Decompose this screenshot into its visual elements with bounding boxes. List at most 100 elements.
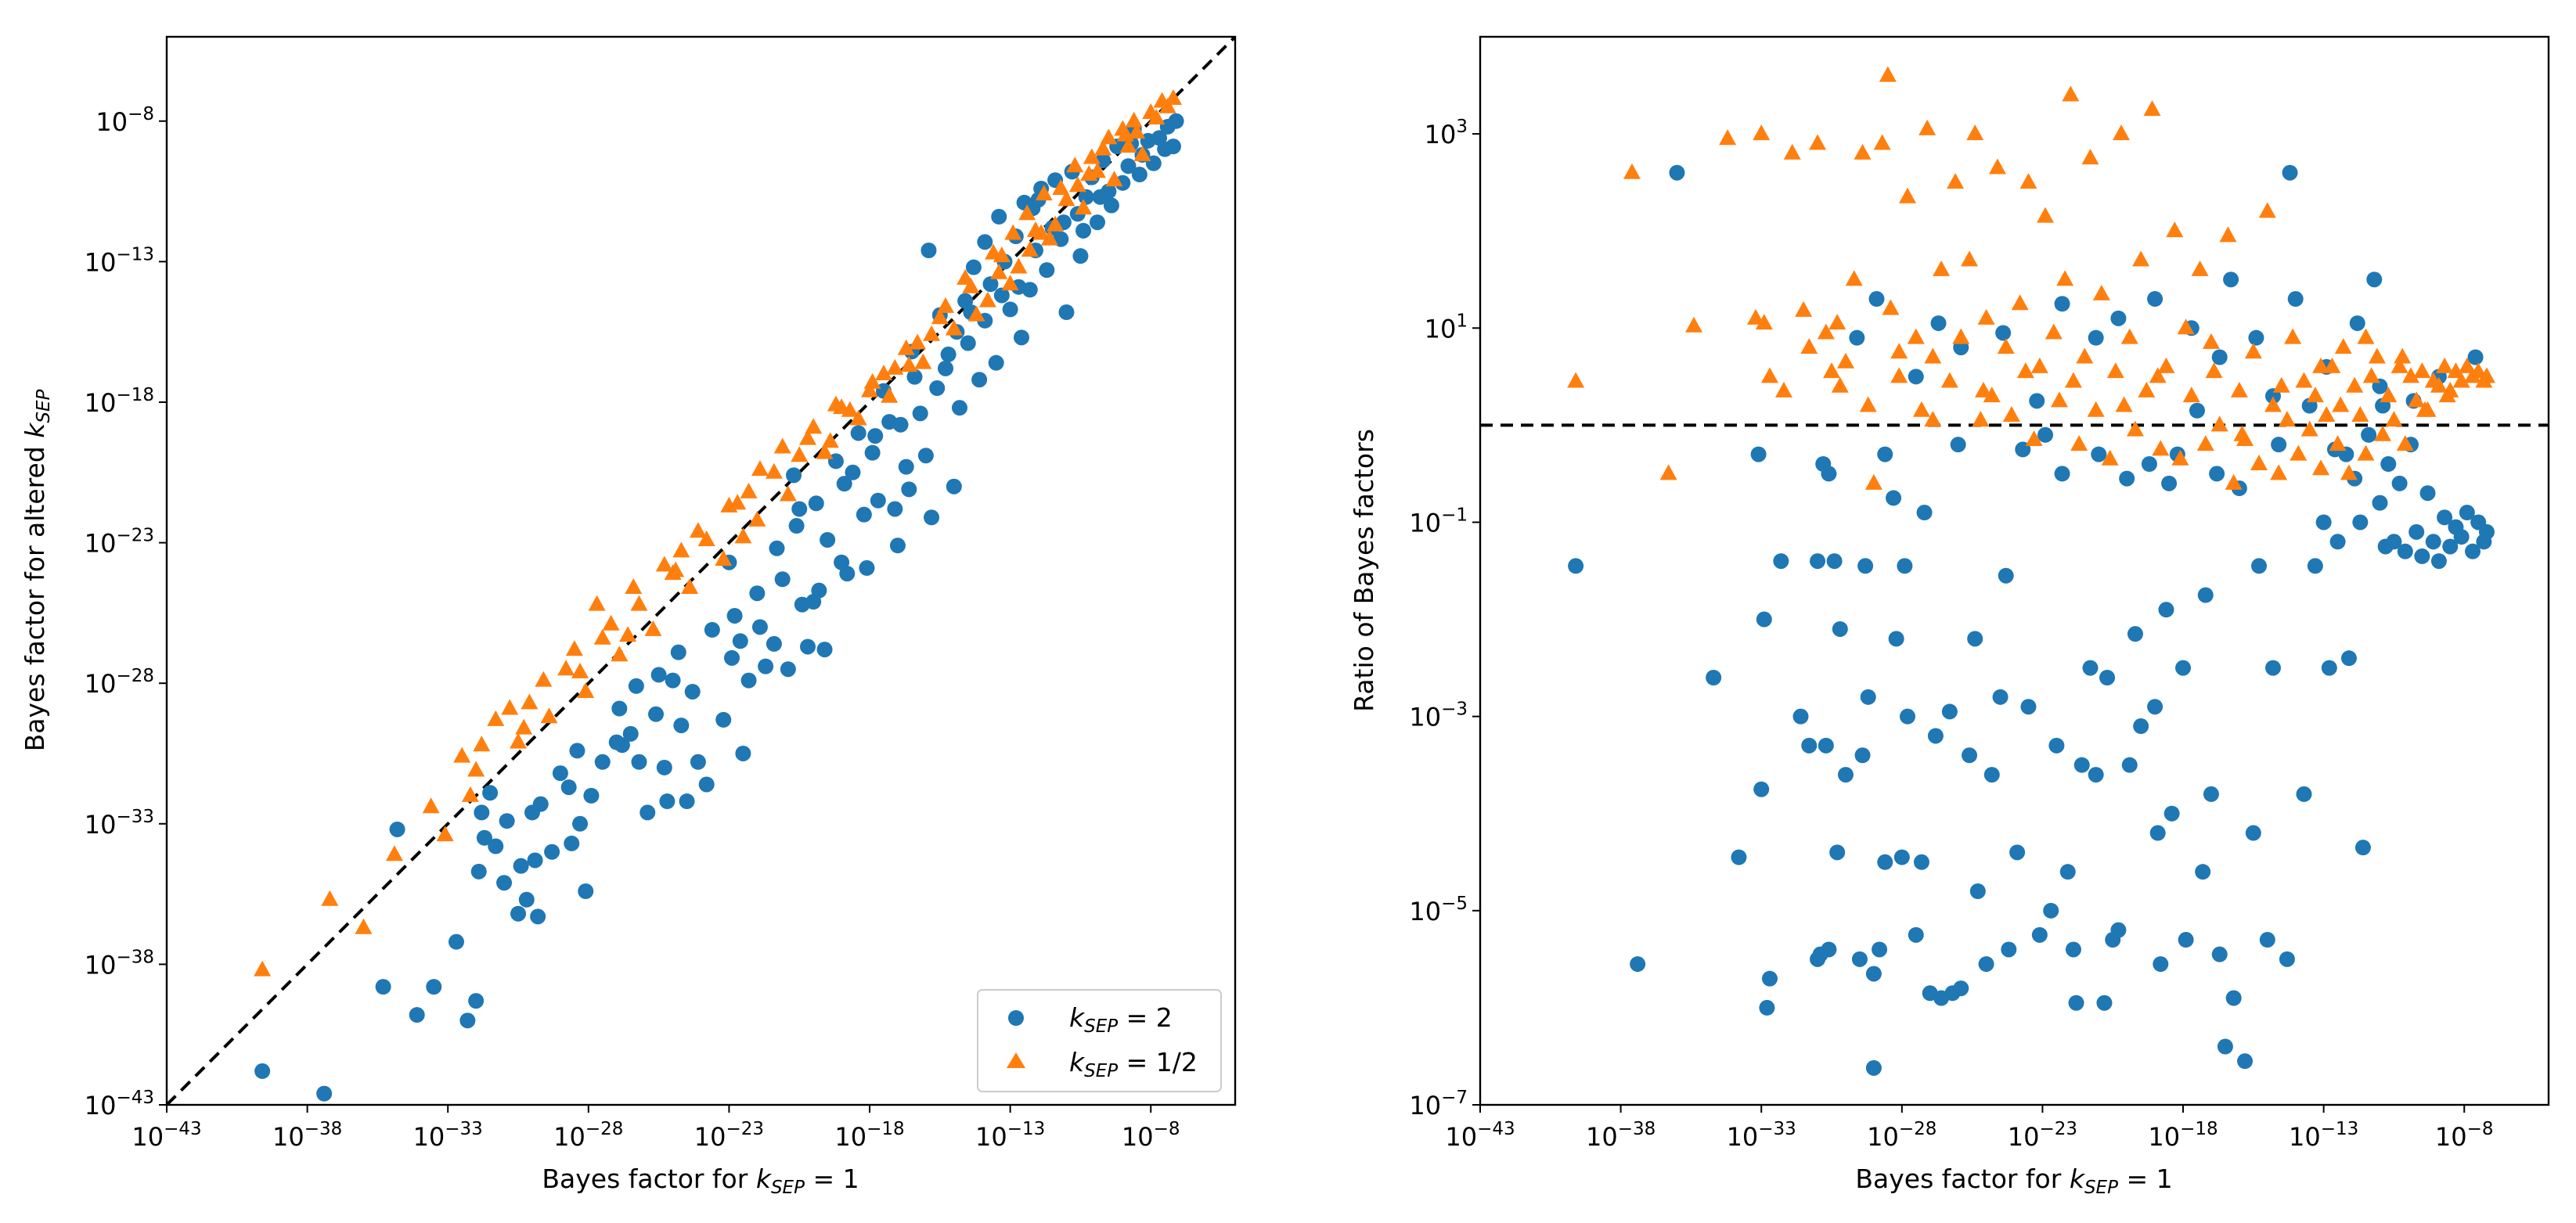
data-point-k2 bbox=[639, 804, 656, 821]
data-point-k2 bbox=[898, 459, 914, 475]
data-point-khalf bbox=[1933, 260, 1951, 276]
data-point-khalf bbox=[1040, 229, 1058, 246]
data-point-k2 bbox=[991, 208, 1007, 225]
data-point-khalf bbox=[2329, 435, 2347, 451]
data-point-k2 bbox=[1759, 999, 1775, 1016]
data-point-k2 bbox=[1826, 553, 1843, 570]
data-point-khalf bbox=[2270, 464, 2288, 480]
data-point-k2 bbox=[2099, 670, 2116, 685]
data-point-k2 bbox=[2119, 470, 2135, 487]
data-point-khalf bbox=[779, 485, 797, 502]
data-point-khalf bbox=[909, 333, 927, 350]
data-point-k2 bbox=[946, 478, 962, 495]
data-point-k2 bbox=[2082, 660, 2099, 676]
data-point-khalf bbox=[1977, 308, 1995, 325]
reference-line bbox=[167, 37, 1235, 1105]
data-point-k2 bbox=[2279, 951, 2295, 967]
data-point-k2 bbox=[2380, 456, 2397, 472]
data-point-khalf bbox=[2230, 381, 2248, 397]
data-point-khalf bbox=[667, 561, 685, 577]
y-tick-label: 10−7 bbox=[1409, 1088, 1468, 1120]
data-point-khalf bbox=[2191, 260, 2209, 276]
data-point-k2 bbox=[2175, 660, 2192, 676]
data-point-k2 bbox=[1075, 222, 1092, 239]
data-point-khalf bbox=[2357, 444, 2375, 461]
data-point-k2 bbox=[2149, 825, 2166, 841]
data-point-khalf bbox=[467, 761, 485, 777]
data-point-k2 bbox=[2141, 456, 2157, 472]
data-point-khalf bbox=[2196, 435, 2214, 451]
data-point-khalf bbox=[1001, 275, 1019, 291]
data-point-k2 bbox=[2127, 626, 2143, 642]
data-point-khalf bbox=[2436, 357, 2454, 373]
data-point-k2 bbox=[1913, 854, 1929, 870]
data-point-k2 bbox=[608, 734, 625, 750]
data-point-k2 bbox=[769, 540, 785, 556]
data-point-khalf bbox=[1890, 367, 1908, 383]
data-point-k2 bbox=[1900, 708, 1915, 725]
data-point-k2 bbox=[808, 495, 824, 512]
x-tick-label: 10−23 bbox=[2008, 1119, 2077, 1152]
data-point-k2 bbox=[1773, 553, 1789, 570]
data-point-k2 bbox=[1002, 301, 1018, 318]
data-point-khalf bbox=[1133, 145, 1151, 161]
data-point-k2 bbox=[2237, 1053, 2254, 1070]
data-point-k2 bbox=[1669, 164, 1685, 181]
data-point-k2 bbox=[2068, 995, 2084, 1011]
data-point-khalf bbox=[1032, 224, 1050, 240]
data-point-k2 bbox=[1908, 926, 1924, 943]
data-point-k2 bbox=[1857, 558, 1874, 574]
data-point-khalf bbox=[697, 530, 715, 546]
data-point-khalf bbox=[1831, 376, 1849, 393]
y-tick-label: 10−38 bbox=[85, 947, 154, 980]
data-point-k2 bbox=[1821, 466, 1837, 482]
data-point-khalf bbox=[2062, 85, 2080, 102]
data-point-k2 bbox=[2282, 164, 2298, 181]
data-point-khalf bbox=[1105, 171, 1123, 187]
data-point-k2 bbox=[1014, 329, 1029, 346]
data-point-khalf bbox=[2401, 367, 2419, 383]
x-tick-label: 10−8 bbox=[2435, 1119, 2494, 1152]
data-point-k2 bbox=[560, 779, 577, 796]
data-point-khalf bbox=[2258, 202, 2276, 218]
data-point-k2 bbox=[2349, 315, 2365, 332]
data-point-khalf bbox=[1080, 165, 1098, 182]
data-point-k2 bbox=[2361, 426, 2377, 443]
data-point-k2 bbox=[513, 858, 529, 874]
data-point-khalf bbox=[2340, 464, 2358, 480]
data-point-k2 bbox=[254, 1063, 271, 1079]
legend-label-khalf: kSEP = 1/2 bbox=[1069, 1047, 1198, 1081]
data-point-khalf bbox=[1974, 381, 1992, 397]
data-point-k2 bbox=[758, 658, 774, 674]
data-point-k2 bbox=[1908, 369, 1924, 385]
data-point-k2 bbox=[552, 765, 568, 782]
right-y-axis-label-group: Ratio of Bayes factors bbox=[1349, 429, 1379, 712]
data-point-khalf bbox=[2143, 100, 2161, 117]
data-point-khalf bbox=[2233, 425, 2251, 441]
data-point-k2 bbox=[1120, 158, 1137, 174]
data-point-k2 bbox=[2478, 523, 2495, 540]
data-point-khalf bbox=[487, 710, 505, 726]
data-point-khalf bbox=[2290, 444, 2308, 461]
data-point-khalf bbox=[1066, 156, 1084, 173]
right-y-axis-label: Ratio of Bayes factors bbox=[1349, 429, 1379, 712]
data-point-k2 bbox=[1983, 767, 2000, 783]
y-tick-label: 103 bbox=[1425, 117, 1468, 149]
data-point-khalf bbox=[2115, 396, 2133, 412]
data-point-k2 bbox=[2163, 805, 2180, 822]
data-point-k2 bbox=[2054, 296, 2070, 312]
data-point-k2 bbox=[856, 506, 872, 523]
data-point-k2 bbox=[459, 1013, 476, 1029]
y-tick-label: 10−13 bbox=[85, 244, 154, 277]
data-point-khalf bbox=[1047, 215, 1065, 232]
data-point-k2 bbox=[1072, 248, 1089, 264]
data-point-khalf bbox=[2416, 401, 2434, 417]
data-point-khalf bbox=[2070, 435, 2088, 451]
data-point-k2 bbox=[965, 259, 982, 275]
data-point-k2 bbox=[1092, 189, 1108, 205]
data-point-k2 bbox=[921, 243, 937, 258]
data-point-k2 bbox=[2223, 272, 2239, 288]
data-point-khalf bbox=[715, 550, 733, 567]
data-point-k2 bbox=[1761, 970, 1778, 987]
data-point-khalf bbox=[2011, 294, 2029, 311]
